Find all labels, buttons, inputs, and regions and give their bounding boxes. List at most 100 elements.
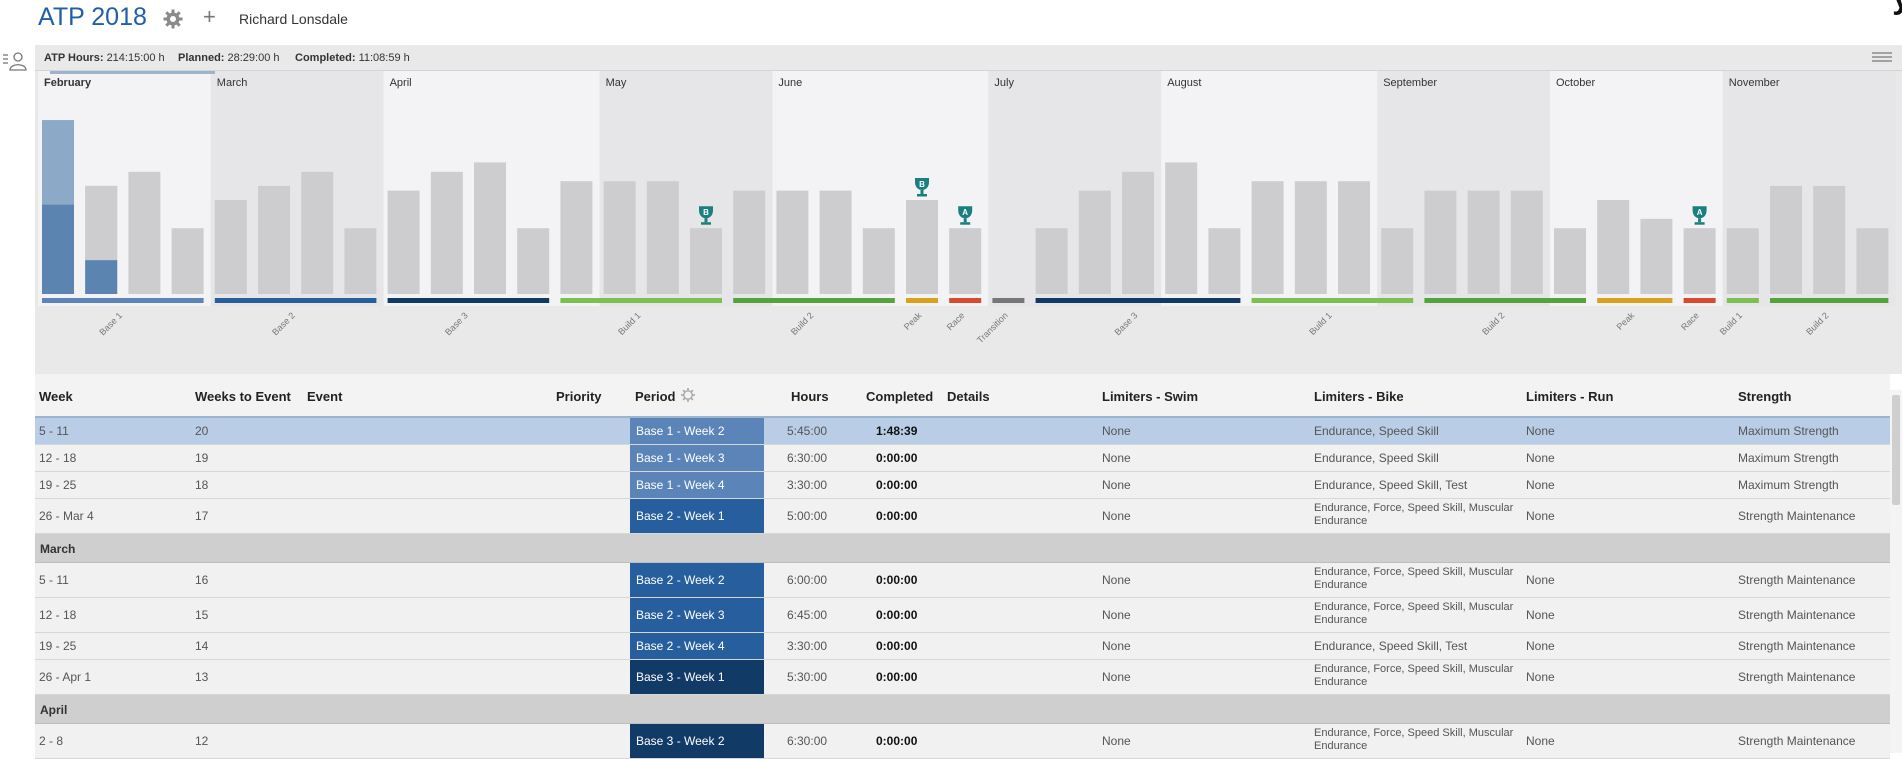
month-label[interactable]: September [1383, 77, 1437, 89]
table-scrollbar[interactable] [1890, 390, 1902, 753]
period-bar[interactable] [1597, 298, 1673, 303]
planned-hours-bar[interactable] [1381, 228, 1414, 294]
event-trophy-icon[interactable] [958, 206, 973, 219]
period-settings-gear-icon[interactable] [681, 388, 695, 402]
month-label[interactable]: August [1167, 77, 1201, 89]
planned-hours-bar[interactable] [1165, 162, 1198, 294]
planned-hours-bar[interactable] [1683, 228, 1716, 294]
col-priority[interactable]: Priority [556, 389, 602, 404]
table-row[interactable]: 2 - 8 12 Base 3 - Week 2 6:30:00 0:00:00 None… [35, 724, 1890, 759]
completed-hours-bar[interactable] [85, 260, 118, 294]
table-row[interactable]: 26 - Apr 1 13 Base 3 - Week 1 5:30:00 0:00:0… [35, 660, 1890, 695]
month-label[interactable]: February [44, 77, 92, 89]
col-limiters-bike[interactable]: Limiters - Bike [1314, 389, 1404, 404]
period-bar[interactable] [906, 298, 938, 303]
period-bar[interactable] [214, 298, 377, 303]
event-trophy-icon[interactable] [1692, 206, 1707, 219]
period-bar[interactable] [992, 298, 1025, 303]
add-plus-icon[interactable]: + [203, 4, 216, 29]
col-completed[interactable]: Completed [866, 389, 934, 404]
planned-hours-bar[interactable] [1726, 228, 1759, 294]
period-cell[interactable]: Base 2 - Week 1 [630, 499, 764, 533]
planned-hours-bar[interactable] [560, 181, 593, 294]
planned-hours-bar[interactable] [1251, 181, 1284, 294]
planned-hours-bar[interactable] [1208, 228, 1241, 294]
planned-hours-bar[interactable] [862, 228, 895, 294]
planned-hours-bar[interactable] [1294, 181, 1327, 294]
planned-hours-bar[interactable] [819, 190, 852, 294]
col-period[interactable]: Period [635, 389, 676, 404]
col-details[interactable]: Details [947, 389, 990, 404]
col-limiters-run[interactable]: Limiters - Run [1526, 389, 1614, 404]
planned-hours-bar[interactable] [733, 190, 766, 294]
month-label[interactable]: October [1556, 77, 1595, 89]
period-cell[interactable]: Base 1 - Week 2 [630, 418, 764, 444]
hamburger-menu-icon[interactable] [1872, 52, 1892, 64]
planned-hours-bar[interactable] [1122, 171, 1154, 294]
month-label[interactable]: March [217, 77, 248, 89]
completed-hours-bar[interactable] [42, 204, 74, 294]
planned-hours-bar[interactable] [1554, 228, 1586, 294]
period-bar[interactable] [949, 298, 982, 303]
month-label[interactable]: July [994, 77, 1014, 89]
table-row[interactable]: 26 - Mar 4 17 Base 2 - Week 1 5:00:00 0:00:0… [35, 499, 1890, 534]
planned-hours-bar[interactable] [1640, 218, 1673, 294]
month-label[interactable]: June [778, 77, 802, 89]
month-label[interactable]: April [390, 77, 412, 89]
planned-hours-bar[interactable] [430, 171, 463, 294]
table-row[interactable]: 12 - 18 19 Base 1 - Week 3 6:30:00 0:00:00 No… [35, 445, 1890, 472]
planned-hours-bar[interactable] [344, 228, 377, 294]
planned-hours-bar[interactable] [949, 228, 982, 294]
planned-hours-bar[interactable] [1510, 190, 1543, 294]
period-bar[interactable] [1035, 298, 1241, 303]
col-strength[interactable]: Strength [1738, 389, 1792, 404]
month-label[interactable]: May [606, 77, 627, 89]
planned-hours-bar[interactable] [1467, 190, 1500, 294]
planned-hours-bar[interactable] [214, 200, 247, 294]
planned-hours-bar[interactable] [1424, 190, 1457, 294]
col-week[interactable]: Week [39, 389, 73, 404]
table-row[interactable]: 5 - 11 16 Base 2 - Week 2 6:00:00 0:00:00 Non… [35, 563, 1890, 598]
planned-hours-bar[interactable] [1035, 228, 1068, 294]
period-cell[interactable]: Base 3 - Week 2 [630, 724, 764, 758]
settings-gear-icon[interactable] [163, 9, 183, 29]
table-row[interactable]: 19 - 25 18 Base 1 - Week 4 3:30:00 0:00:00 No… [35, 472, 1890, 499]
period-bar[interactable] [1424, 298, 1586, 303]
table-row[interactable]: 5 - 11 20 Base 1 - Week 2 5:45:00 1:48:39 Non… [35, 418, 1890, 445]
col-hours[interactable]: Hours [791, 389, 829, 404]
planned-hours-bar[interactable] [1813, 185, 1846, 294]
period-bar[interactable] [560, 298, 722, 303]
period-cell[interactable]: Base 1 - Week 4 [630, 472, 764, 498]
planned-hours-bar[interactable] [387, 190, 420, 294]
planned-hours-bar[interactable] [1770, 185, 1802, 294]
period-cell[interactable]: Base 1 - Week 3 [630, 445, 764, 471]
col-event[interactable]: Event [307, 389, 343, 404]
period-bar[interactable] [387, 298, 550, 303]
period-bar[interactable] [733, 298, 895, 303]
planned-hours-bar[interactable] [258, 185, 290, 294]
event-trophy-icon[interactable] [915, 178, 929, 190]
period-bar[interactable] [1726, 298, 1759, 303]
period-cell[interactable]: Base 2 - Week 4 [630, 633, 764, 659]
planned-hours-bar[interactable] [171, 228, 204, 294]
month-label[interactable]: November [1729, 77, 1780, 89]
planned-hours-bar[interactable] [1078, 190, 1111, 294]
planned-hours-bar[interactable] [517, 228, 550, 294]
planned-hours-bar[interactable] [1856, 228, 1889, 294]
planned-hours-bar[interactable] [1597, 200, 1630, 294]
period-cell[interactable]: Base 2 - Week 3 [630, 598, 764, 632]
planned-hours-bar[interactable] [690, 228, 722, 294]
event-trophy-icon[interactable] [699, 206, 713, 219]
planned-hours-bar[interactable] [603, 181, 636, 294]
period-cell[interactable]: Base 2 - Week 2 [630, 563, 764, 597]
period-bar[interactable] [1770, 298, 1889, 303]
planned-hours-bar[interactable] [646, 181, 679, 294]
athlete-list-icon[interactable] [2, 50, 28, 72]
period-bar[interactable] [1251, 298, 1414, 303]
table-row[interactable]: 19 - 25 14 Base 2 - Week 4 3:30:00 0:00:00 No… [35, 633, 1890, 660]
planned-hours-bar[interactable] [301, 171, 334, 294]
planned-hours-bar[interactable] [776, 190, 809, 294]
planned-hours-bar[interactable] [1338, 181, 1370, 294]
col-limiters-swim[interactable]: Limiters - Swim [1102, 389, 1199, 404]
planned-hours-bar[interactable] [474, 162, 506, 294]
